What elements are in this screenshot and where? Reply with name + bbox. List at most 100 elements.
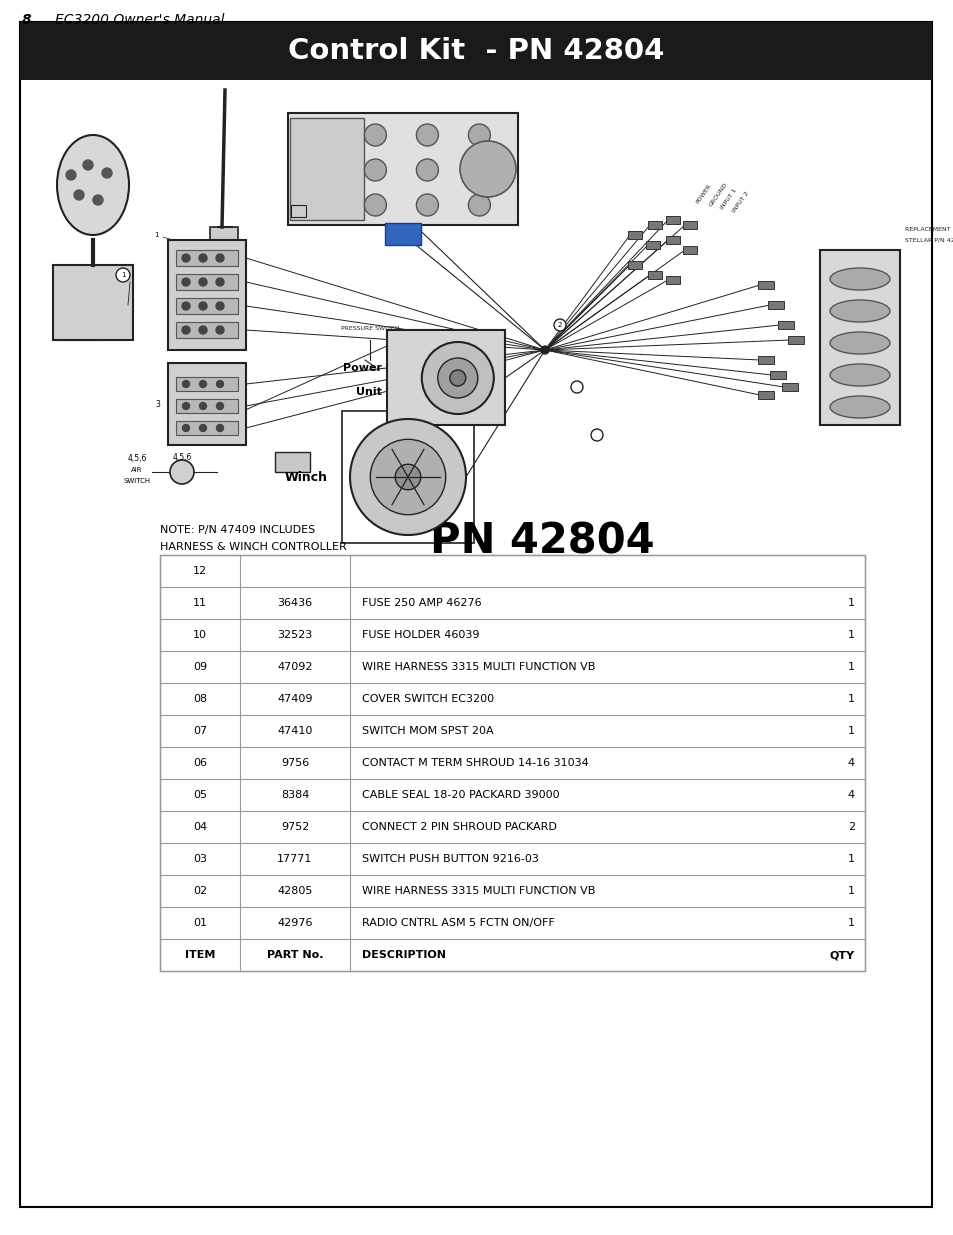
Text: Unit: Unit <box>355 387 381 396</box>
Text: 03: 03 <box>193 853 207 864</box>
Circle shape <box>102 168 112 178</box>
Bar <box>274 452 310 472</box>
Bar <box>781 383 797 391</box>
Text: 1: 1 <box>847 853 854 864</box>
Bar <box>647 221 661 228</box>
Text: SWITCH MOM SPST 20A: SWITCH MOM SPST 20A <box>361 726 493 736</box>
Bar <box>175 421 237 435</box>
Bar <box>767 301 783 309</box>
Bar <box>20 22 931 80</box>
Text: 1: 1 <box>847 630 854 640</box>
Text: 01: 01 <box>193 918 207 927</box>
Text: 2: 2 <box>558 322 561 329</box>
Bar <box>682 221 697 228</box>
Text: INPUT 2: INPUT 2 <box>731 191 749 214</box>
Circle shape <box>468 194 490 216</box>
Text: Power: Power <box>343 363 381 373</box>
Text: DESCRIPTION: DESCRIPTION <box>361 950 446 960</box>
Bar <box>645 241 659 249</box>
Bar <box>769 370 785 379</box>
Circle shape <box>459 141 516 198</box>
Ellipse shape <box>829 300 889 322</box>
Bar <box>175 249 237 266</box>
Text: 10: 10 <box>193 630 207 640</box>
Circle shape <box>199 380 206 388</box>
Text: 42805: 42805 <box>277 885 313 897</box>
Circle shape <box>350 419 465 535</box>
Text: 47410: 47410 <box>277 726 313 736</box>
Bar <box>175 298 237 314</box>
Bar <box>385 224 420 245</box>
Text: 08: 08 <box>193 694 207 704</box>
Text: 1: 1 <box>847 726 854 736</box>
Bar <box>665 236 679 245</box>
Text: 8: 8 <box>22 14 31 27</box>
Circle shape <box>66 170 76 180</box>
Text: CONTACT M TERM SHROUD 14-16 31034: CONTACT M TERM SHROUD 14-16 31034 <box>361 758 588 768</box>
Bar <box>820 249 899 425</box>
Circle shape <box>468 124 490 146</box>
Bar <box>665 275 679 284</box>
Text: STELLAR P/N 42821: STELLAR P/N 42821 <box>904 237 953 242</box>
Text: 05: 05 <box>193 790 207 800</box>
Circle shape <box>215 278 224 287</box>
Circle shape <box>116 268 130 282</box>
Text: FUSE HOLDER 46039: FUSE HOLDER 46039 <box>361 630 479 640</box>
Circle shape <box>416 194 438 216</box>
Circle shape <box>590 429 602 441</box>
Text: Winch: Winch <box>285 471 328 483</box>
Text: 02: 02 <box>193 885 207 897</box>
Circle shape <box>216 425 223 431</box>
Text: COVER SWITCH EC3200: COVER SWITCH EC3200 <box>361 694 494 704</box>
Circle shape <box>199 403 206 410</box>
Text: 9752: 9752 <box>280 823 309 832</box>
Bar <box>210 227 237 275</box>
Circle shape <box>554 319 565 331</box>
Bar <box>288 112 517 225</box>
Text: 1: 1 <box>847 662 854 672</box>
Circle shape <box>199 278 207 287</box>
Text: CONNECT 2 PIN SHROUD PACKARD: CONNECT 2 PIN SHROUD PACKARD <box>361 823 557 832</box>
Circle shape <box>215 303 224 310</box>
Text: 1: 1 <box>847 885 854 897</box>
Circle shape <box>170 459 193 484</box>
Text: EC3200 Owner's Manual: EC3200 Owner's Manual <box>55 14 224 27</box>
Text: CABLE SEAL 18-20 PACKARD 39000: CABLE SEAL 18-20 PACKARD 39000 <box>361 790 559 800</box>
Text: 17771: 17771 <box>277 853 313 864</box>
Circle shape <box>437 358 477 398</box>
Text: 12: 12 <box>193 566 207 576</box>
Text: 3: 3 <box>155 399 160 409</box>
Circle shape <box>364 194 386 216</box>
Text: 47409: 47409 <box>277 694 313 704</box>
Circle shape <box>199 326 207 333</box>
Circle shape <box>182 403 190 410</box>
Circle shape <box>182 425 190 431</box>
Bar <box>160 555 864 971</box>
Text: 4: 4 <box>847 758 854 768</box>
Text: 4: 4 <box>847 790 854 800</box>
Text: REPLACEMENT CONTROLLER: REPLACEMENT CONTROLLER <box>904 227 953 232</box>
Circle shape <box>199 254 207 262</box>
Text: 1: 1 <box>847 918 854 927</box>
Text: HARNESS & WINCH CONTROLLER: HARNESS & WINCH CONTROLLER <box>160 542 346 552</box>
Circle shape <box>449 370 465 387</box>
Text: 4,5,6: 4,5,6 <box>127 453 147 462</box>
Text: FUSE 250 AMP 46276: FUSE 250 AMP 46276 <box>361 598 481 608</box>
Text: INPUT 1: INPUT 1 <box>720 188 738 211</box>
Bar <box>53 266 132 340</box>
Text: WIRE HARNESS 3315 MULTI FUNCTION VB: WIRE HARNESS 3315 MULTI FUNCTION VB <box>361 662 595 672</box>
Text: SWITCH: SWITCH <box>123 478 151 484</box>
Circle shape <box>182 380 190 388</box>
Text: AIR: AIR <box>132 467 143 473</box>
Bar <box>168 240 246 350</box>
Circle shape <box>421 342 494 414</box>
Circle shape <box>216 403 223 410</box>
Text: 2: 2 <box>847 823 854 832</box>
Bar <box>778 321 793 329</box>
Circle shape <box>182 278 190 287</box>
Text: 8384: 8384 <box>280 790 309 800</box>
Text: 9756: 9756 <box>280 758 309 768</box>
Circle shape <box>468 159 490 182</box>
Circle shape <box>215 254 224 262</box>
Text: 32523: 32523 <box>277 630 313 640</box>
